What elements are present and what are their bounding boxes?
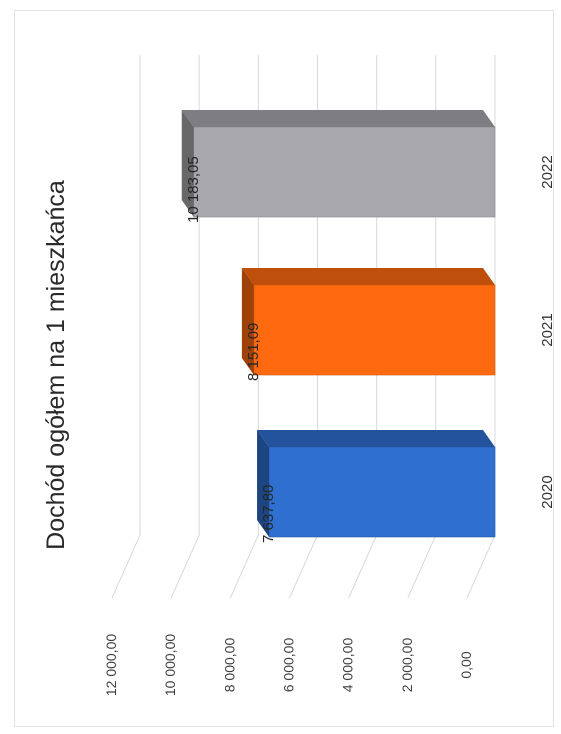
gridline-floor — [348, 534, 378, 599]
x-tick-label: 2022 — [539, 155, 556, 188]
gridline-floor — [466, 534, 496, 599]
bars — [181, 110, 496, 538]
data-label: 10 183,05 — [185, 156, 202, 223]
y-tick-label: 0,00 — [458, 651, 474, 678]
gridline-floor — [407, 534, 437, 599]
bar-top-face — [257, 430, 495, 447]
gridline-floor — [170, 534, 200, 599]
y-tick-label: 6 000,00 — [281, 638, 297, 693]
y-tick-label: 4 000,00 — [340, 638, 356, 693]
gridline-floor — [111, 534, 141, 599]
x-tick-label: 2021 — [539, 313, 556, 346]
bar-2021 — [253, 284, 496, 376]
y-tick-label: 8 000,00 — [221, 638, 237, 693]
chart-text: Dochód ogółem na 1 mieszkańca 0,00 2 000,… — [42, 155, 556, 696]
bar-end-face — [241, 268, 254, 375]
bar-2020 — [268, 446, 496, 538]
y-tick-label: 12 000,00 — [103, 634, 119, 696]
y-tick-label: 2 000,00 — [399, 638, 415, 693]
data-label: 8 151,09 — [245, 323, 262, 381]
bar-top-face — [241, 268, 495, 285]
bar-end-face — [181, 110, 194, 217]
x-tick-label: 2020 — [539, 475, 556, 508]
y-tick-label: 10 000,00 — [162, 634, 178, 696]
data-label: 7 637,80 — [260, 485, 277, 543]
gridline-floor — [289, 534, 318, 599]
bar-top-face — [181, 110, 495, 127]
bar-2022 — [193, 126, 496, 218]
gridline-floor — [229, 534, 259, 599]
chart-title: Dochód ogółem na 1 mieszkańca — [42, 180, 70, 550]
page-frame — [14, 10, 554, 727]
bar-end-face — [257, 430, 270, 537]
